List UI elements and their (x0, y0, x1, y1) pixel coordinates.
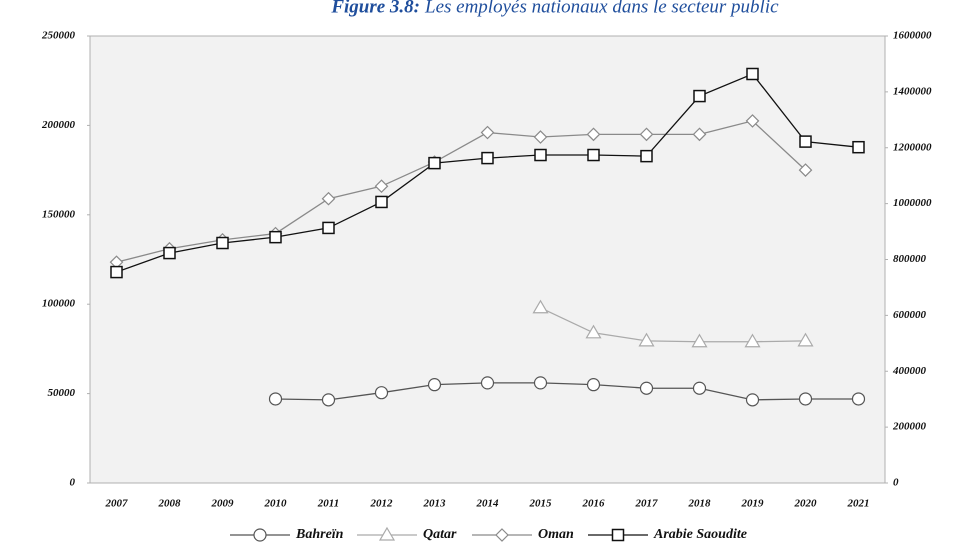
x-tick-label: 2016 (582, 498, 606, 510)
x-tick-label: 2009 (211, 498, 235, 510)
marker (533, 130, 548, 144)
y-tick-label: 150000 (42, 208, 76, 220)
x-tick-label: 2019 (741, 498, 765, 510)
legend-label: Qatar (423, 527, 457, 542)
marker (268, 392, 283, 406)
marker (585, 324, 602, 339)
y2-tick-label: 1600000 (893, 30, 932, 42)
marker (797, 332, 814, 347)
y-tick-label: 50000 (48, 387, 76, 399)
x-tick-label: 2021 (847, 498, 870, 510)
y2-tick-label: 0 (893, 477, 899, 489)
marker (692, 127, 707, 142)
marker (852, 140, 865, 154)
marker (639, 381, 654, 395)
marker (798, 163, 813, 177)
legend-marker (253, 528, 267, 542)
y2-tick-label: 1000000 (893, 197, 932, 209)
x-tick-label: 2010 (264, 498, 288, 510)
y2-tick-label: 1400000 (893, 85, 932, 97)
series-line (540, 307, 806, 343)
marker (110, 265, 123, 279)
x-tick-label: 2014 (476, 498, 500, 510)
legend-marker (378, 526, 396, 541)
x-tick-label: 2008 (158, 498, 182, 510)
x-tick-label: 2018 (688, 498, 712, 510)
marker (692, 381, 707, 395)
legend-label: Oman (538, 527, 574, 542)
x-tick-label: 2007 (105, 498, 129, 510)
y2-tick-label: 400000 (892, 365, 927, 377)
y2-tick-label: 800000 (893, 253, 927, 265)
marker (321, 191, 336, 206)
marker (428, 156, 441, 170)
marker (481, 151, 494, 165)
marker (745, 393, 760, 407)
marker (321, 393, 336, 407)
marker (375, 195, 388, 209)
legend-marker (611, 528, 625, 542)
y2-tick-label: 1200000 (893, 141, 932, 153)
series-line (275, 382, 859, 401)
marker (693, 89, 706, 103)
marker (586, 378, 601, 392)
marker (691, 333, 708, 348)
marker (322, 221, 335, 235)
y-tick-label: 100000 (42, 298, 76, 310)
marker (746, 67, 759, 81)
x-tick-label: 2013 (423, 498, 447, 510)
marker (639, 127, 654, 142)
marker (374, 179, 389, 194)
legend-label: Arabie Saoudite (653, 527, 747, 542)
marker (532, 299, 549, 314)
marker (744, 333, 761, 348)
plot-area (89, 35, 886, 484)
marker (640, 149, 653, 163)
marker (587, 148, 600, 162)
marker (586, 127, 601, 142)
marker (269, 230, 282, 244)
x-tick-label: 2015 (529, 498, 553, 510)
legend-marker (495, 528, 509, 542)
x-tick-label: 2017 (635, 498, 659, 510)
marker (798, 392, 813, 406)
y-tick-label: 200000 (41, 119, 76, 131)
chart-title-label: Figure 3.8: (330, 0, 420, 17)
marker (745, 114, 760, 128)
y-tick-label: 250000 (41, 30, 76, 42)
marker (163, 246, 176, 260)
series-line (116, 120, 806, 263)
x-tick-label: 2020 (794, 498, 818, 510)
marker (534, 148, 547, 162)
x-tick-label: 2011 (317, 498, 339, 510)
marker (851, 392, 866, 406)
marker (374, 386, 389, 400)
y-tick-label: 0 (70, 477, 76, 489)
marker (480, 125, 495, 140)
legend-label: Bahreïn (295, 527, 344, 542)
marker (427, 378, 442, 392)
chart-title: Les employés nationaux dans le secteur p… (424, 0, 779, 17)
marker (799, 135, 812, 148)
marker (638, 332, 655, 347)
y2-tick-label: 600000 (893, 309, 927, 321)
marker (480, 376, 495, 390)
y2-tick-label: 200000 (892, 421, 927, 433)
x-tick-label: 2012 (370, 498, 394, 510)
marker (216, 236, 229, 250)
marker (533, 376, 548, 390)
